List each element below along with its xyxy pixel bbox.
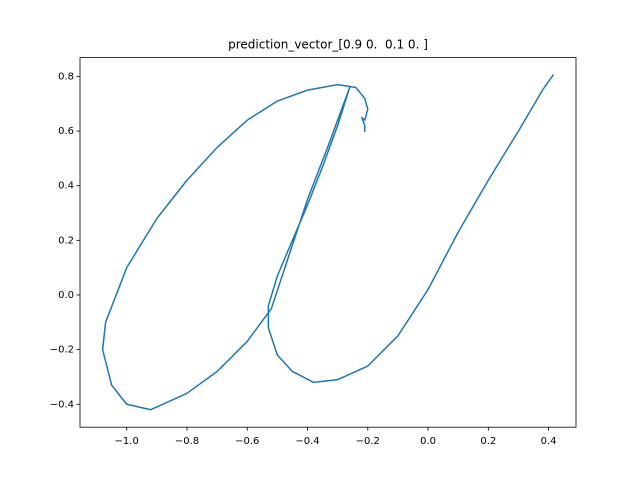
chart-title: prediction_vector_[0.9 0. 0.1 0. ] xyxy=(228,38,428,52)
x-tick-label: −0.6 xyxy=(235,436,259,447)
x-tick-label: 0.4 xyxy=(541,436,557,447)
y-tick-label: 0.6 xyxy=(58,126,74,137)
y-tick-label: 0.0 xyxy=(58,290,74,301)
x-tick-label: −0.2 xyxy=(356,436,380,447)
y-tick-label: 0.2 xyxy=(58,235,74,246)
x-tick-label: −1.0 xyxy=(115,436,139,447)
x-tick-label: −0.4 xyxy=(295,436,319,447)
y-tick-label: 0.4 xyxy=(58,181,74,192)
y-tick-label: −0.4 xyxy=(50,399,74,410)
x-tick-label: 0.0 xyxy=(420,436,436,447)
y-tick-label: 0.8 xyxy=(58,71,74,82)
y-tick-label: −0.2 xyxy=(50,345,74,356)
plot-frame xyxy=(79,57,577,428)
line-series xyxy=(101,74,555,411)
x-tick-label: 0.2 xyxy=(480,436,496,447)
x-tick-label: −0.8 xyxy=(175,436,199,447)
